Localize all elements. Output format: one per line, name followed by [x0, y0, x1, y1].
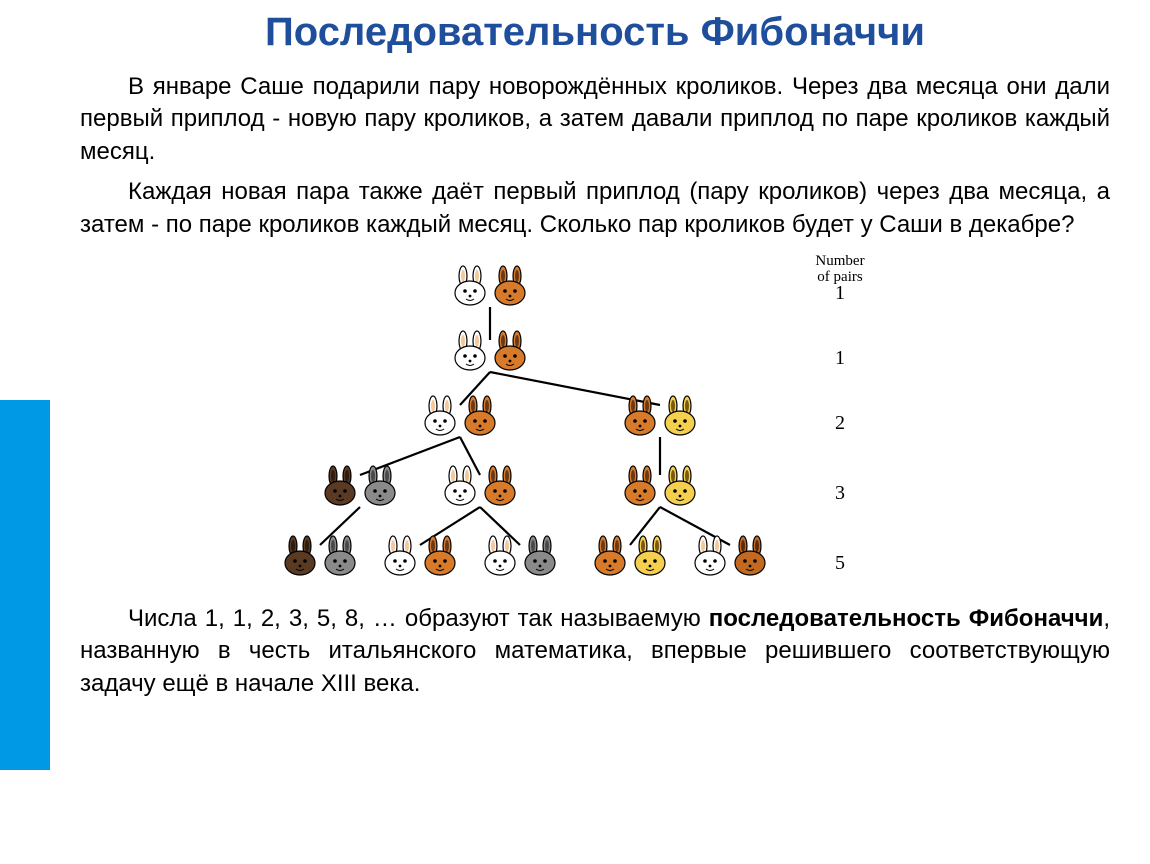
svg-text:2: 2 [835, 412, 845, 434]
para3-part-a: Числа 1, 1, 2, 3, 5, 8, … образуют так н… [128, 605, 709, 632]
diagram-svg: Numberof pairs11235 [240, 253, 960, 593]
page-title: Последовательность Фибоначчи [80, 10, 1110, 55]
paragraph-3: Числа 1, 1, 2, 3, 5, 8, … образуют так н… [80, 603, 1110, 700]
accent-sidebar [0, 400, 50, 770]
svg-text:1: 1 [835, 282, 845, 304]
paragraph-1: В январе Саше подарили пару новорождённы… [80, 71, 1110, 168]
svg-text:5: 5 [835, 552, 845, 574]
paragraph-2: Каждая новая пара также даёт первый прип… [80, 176, 1110, 241]
svg-text:3: 3 [835, 482, 845, 504]
svg-text:1: 1 [835, 347, 845, 369]
slide-content: Последовательность Фибоначчи В январе Са… [50, 0, 1140, 728]
para3-bold: последовательность Фибоначчи [709, 605, 1104, 632]
svg-text:Number: Number [815, 253, 864, 269]
fibonacci-rabbit-diagram: Numberof pairs11235 [80, 253, 1110, 593]
